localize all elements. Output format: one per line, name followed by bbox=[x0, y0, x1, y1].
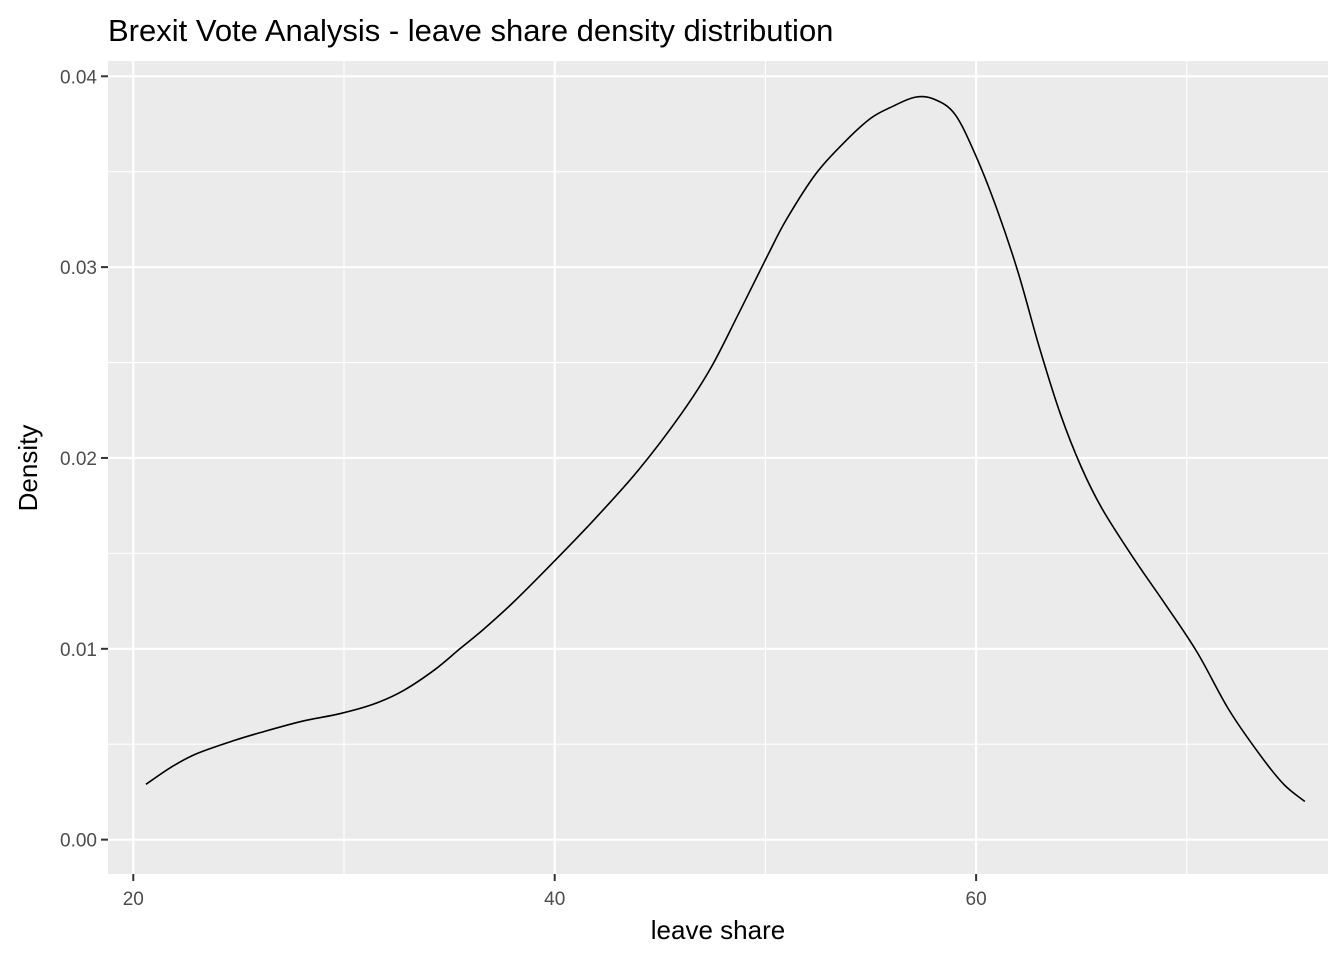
y-axis-title: Density bbox=[13, 425, 43, 512]
minor-gridlines bbox=[108, 61, 1328, 874]
density-curve bbox=[145, 95, 1306, 803]
axis-ticks bbox=[101, 75, 978, 881]
chart-title: Brexit Vote Analysis - leave share densi… bbox=[108, 13, 833, 48]
major-gridlines bbox=[108, 61, 1328, 874]
x-tick-label: 40 bbox=[544, 889, 565, 910]
x-axis-title: leave share bbox=[651, 915, 785, 945]
y-tick-label: 0.03 bbox=[60, 258, 97, 279]
x-tick-label: 20 bbox=[123, 889, 144, 910]
y-tick-label: 0.01 bbox=[60, 640, 97, 661]
x-tick-label: 60 bbox=[966, 889, 987, 910]
y-tick-label: 0.04 bbox=[60, 67, 97, 88]
y-tick-label: 0.02 bbox=[60, 449, 97, 470]
tick-labels: 20 40 60 0.00 0.01 0.02 0.03 0.04 bbox=[60, 67, 987, 910]
y-tick-label: 0.00 bbox=[60, 831, 97, 852]
plot-panel bbox=[108, 61, 1328, 874]
